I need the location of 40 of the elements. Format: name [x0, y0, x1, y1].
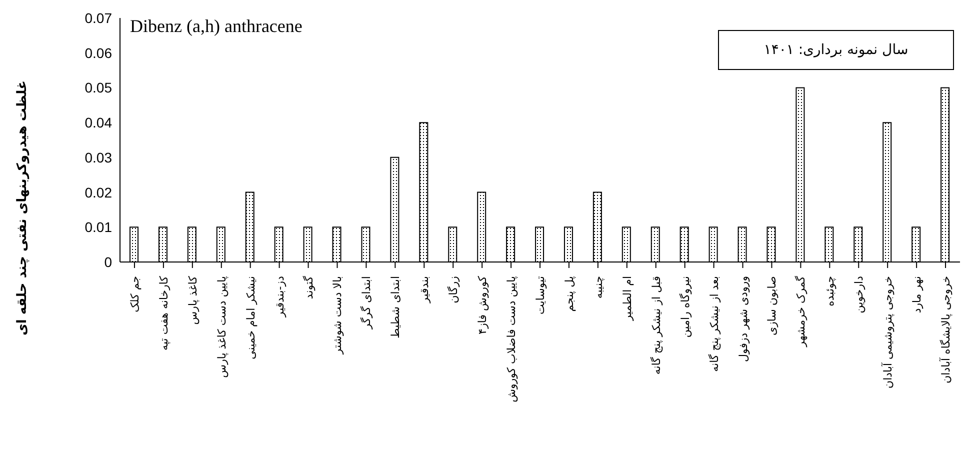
x-tick-label: ابتدای گرگر: [360, 276, 374, 330]
x-tick-label: کارخانه هفت تپه: [157, 275, 170, 350]
x-tick-label: کوروش فاز۴: [476, 275, 490, 334]
x-tick-label: کاغذ پارس: [186, 275, 200, 325]
y-tick-label: 0.06: [84, 44, 112, 61]
x-tick-label: چوئبده: [824, 276, 837, 306]
x-tick-label: صابون سازی: [766, 276, 779, 336]
x-tick-label: ابتدای شطیط: [389, 276, 402, 338]
chart-title: Dibenz (a,h) anthracene: [130, 16, 302, 37]
note-box: سال نمونه برداری: ۱۴۰۱: [718, 30, 954, 70]
x-tick-label: پایین دست کاغذ پارس: [215, 276, 228, 378]
x-tick-label: خروجی پالایشگاه آبادان: [938, 276, 953, 384]
x-tick-label: نهر مارد: [910, 276, 924, 314]
y-axis-title: غلظت هیدروکربنهای نفتی چند حلقه ای: [15, 80, 30, 336]
x-tick-label: ورودی شهر دزفول: [736, 276, 750, 362]
y-tick-label: 0.05: [84, 80, 112, 96]
x-tick-label: جم کلک: [128, 276, 142, 312]
x-tick-label: گمرک خرمشهر: [794, 275, 808, 348]
y-tick-label: 0.03: [84, 149, 112, 166]
x-tick-label: دز-بندقیر: [273, 276, 286, 318]
y-tick-label: 0.07: [84, 10, 112, 26]
x-tick-label: بندقیر: [418, 276, 432, 304]
x-tick-label: زرگان: [447, 276, 460, 304]
y-tick-label: 0.04: [84, 114, 112, 131]
x-tick-label: قبل از نیشکر پنج گانه: [650, 276, 663, 375]
x-tick-label: نیروگاه رامین: [678, 276, 692, 338]
y-tick-label: 0: [104, 254, 112, 270]
y-tick-label: 0.02: [84, 184, 112, 200]
x-tick-label: ام الطمیر: [620, 276, 634, 322]
x-tick-label: خروجی پتروشیمی آبادان: [880, 276, 895, 388]
x-tick-label: چنیبه: [592, 276, 605, 299]
y-tick-label: 0.01: [84, 219, 112, 236]
x-tick-label: بعد از نیشکر پنج گانه: [708, 276, 721, 372]
x-tick-label: گتوند: [302, 275, 316, 300]
x-tick-label: بالا دست شوشتر: [331, 276, 344, 356]
x-tick-label: دارخوین: [852, 276, 866, 314]
x-tick-label: پل پنجم: [562, 276, 576, 312]
x-tick-label: نیشکر امام خمینی: [244, 276, 258, 360]
x-tick-label: تیوسایت: [534, 276, 547, 314]
x-tick-label: پایین دست فاضلاب کوروش: [505, 276, 518, 402]
